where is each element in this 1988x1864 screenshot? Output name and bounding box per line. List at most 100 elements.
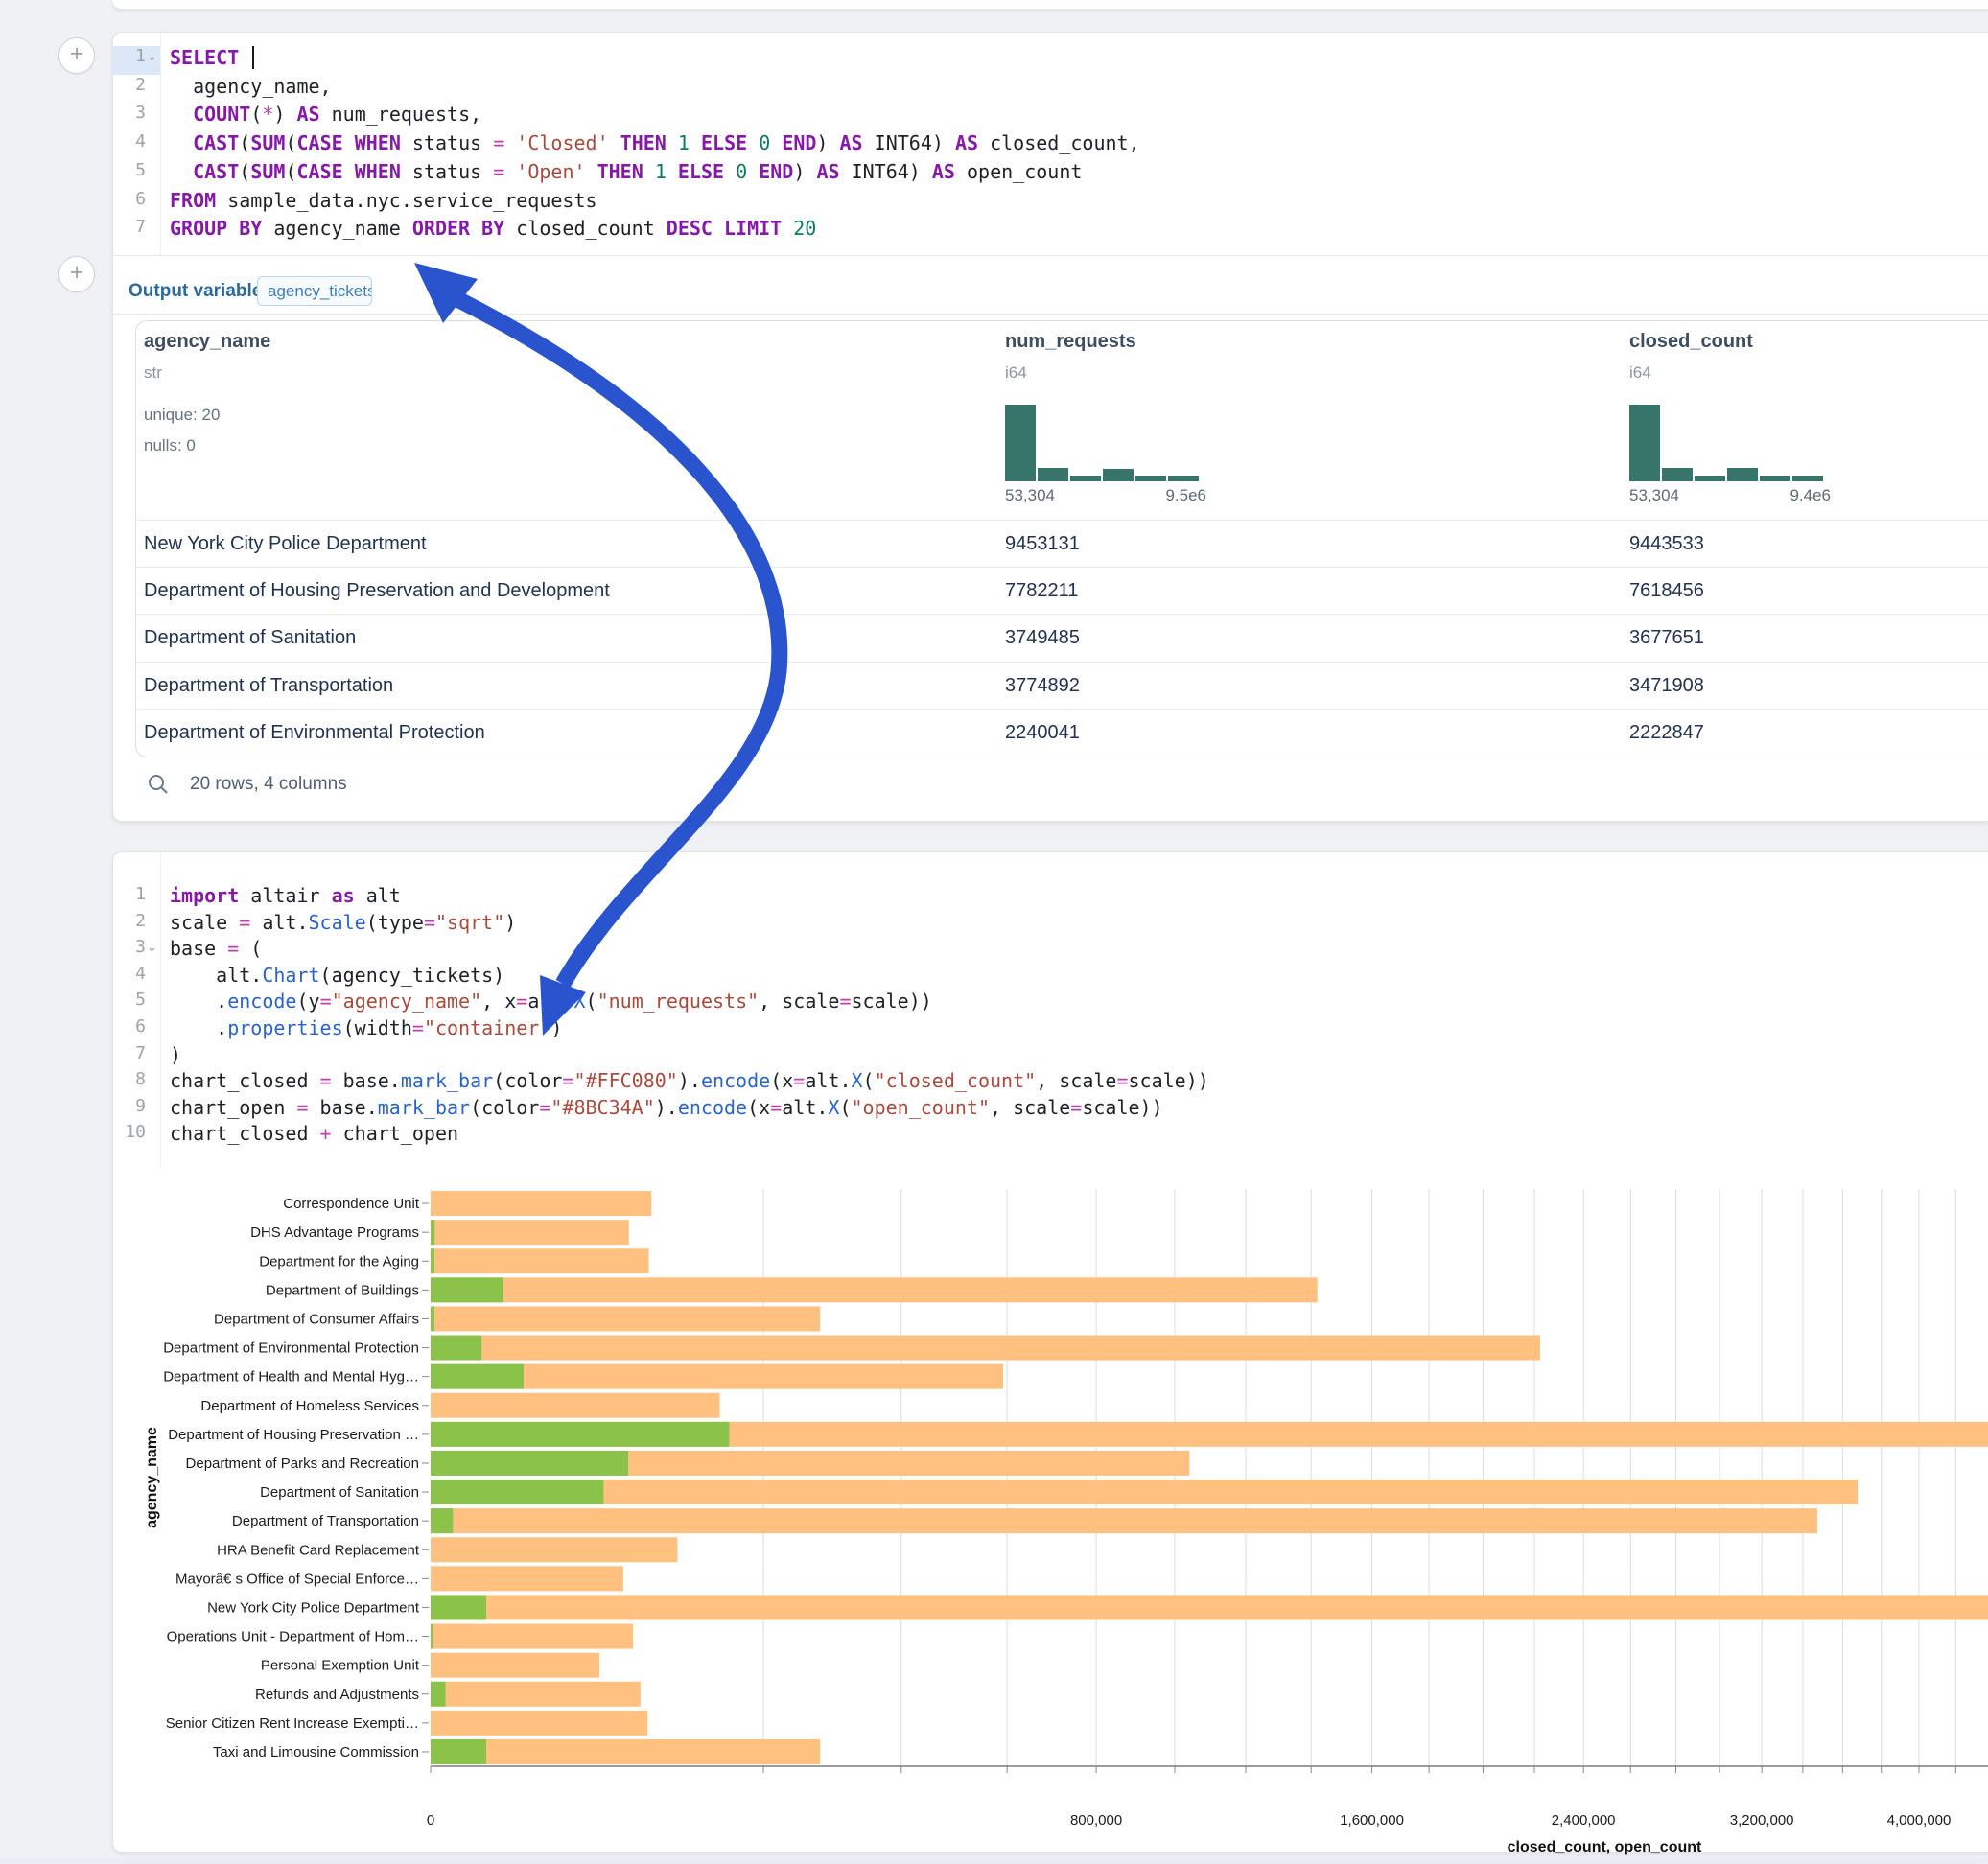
- divider: [113, 255, 1988, 256]
- code-text: ): [170, 1042, 182, 1066]
- column-histogram: [1629, 405, 1825, 481]
- histogram-bar: [1135, 476, 1166, 481]
- histogram-bar: [1070, 476, 1101, 481]
- histogram-bar: [1662, 468, 1693, 481]
- code-text: CAST(SUM(CASE WHEN status = 'Closed' THE…: [193, 131, 1140, 155]
- table-cell: 9443533: [1629, 533, 1704, 554]
- histogram-bar: [1727, 468, 1758, 481]
- code-line[interactable]: 3 ⌄ base = (: [113, 937, 1988, 964]
- column-header[interactable]: num_requests: [1005, 331, 1136, 352]
- table-cell: Department of Sanitation: [144, 627, 357, 649]
- add-cell-button-output[interactable]: +: [58, 256, 95, 292]
- line-number: 2: [135, 74, 146, 95]
- column-stat: nulls: 0: [144, 436, 196, 454]
- line-number: 7: [135, 217, 146, 238]
- output-variable-pill[interactable]: agency_tickets: [257, 276, 372, 306]
- code-text: chart_closed + chart_open: [170, 1122, 459, 1146]
- column-stat: unique: 20: [144, 406, 221, 424]
- next-cell-edge: [0, 1858, 1988, 1864]
- line-number: 4: [135, 963, 146, 984]
- code-text: chart_closed = base.mark_bar(color="#FFC…: [170, 1069, 1209, 1093]
- search-icon[interactable]: [147, 773, 170, 796]
- line-number: 3: [135, 103, 146, 124]
- code-line[interactable]: 8 chart_closed = base.mark_bar(color="#FF…: [113, 1069, 1988, 1096]
- collapse-chevron-icon[interactable]: ⌄: [147, 940, 157, 955]
- table-cell: 7618456: [1629, 580, 1704, 602]
- previous-cell-edge: [112, 0, 1988, 10]
- code-text: CAST(SUM(CASE WHEN status = 'Open' THEN …: [193, 159, 1083, 183]
- line-number: 5: [135, 159, 146, 180]
- table-cell: 2222847: [1629, 721, 1704, 743]
- line-number: 5: [135, 990, 146, 1011]
- code-line[interactable]: 5 CAST(SUM(CASE WHEN status = 'Open' THE…: [113, 160, 1988, 189]
- code-line[interactable]: 10 chart_closed + chart_open: [113, 1122, 1988, 1149]
- histogram-bar: [1792, 476, 1823, 481]
- add-cell-button-top[interactable]: +: [58, 37, 95, 74]
- histogram-bar: [1760, 476, 1790, 481]
- table-row[interactable]: Department of Environmental Protection 22…: [136, 708, 1988, 757]
- text-cursor: [252, 46, 255, 69]
- table-row[interactable]: Department of Sanitation 3749485 3677651: [136, 614, 1988, 662]
- gutter-divider: [160, 852, 161, 1169]
- histogram-bar: [1629, 405, 1660, 481]
- line-number: 1: [135, 884, 146, 904]
- column-histogram: [1005, 405, 1201, 481]
- code-line[interactable]: 4 CAST(SUM(CASE WHEN status = 'Closed' T…: [113, 131, 1988, 160]
- code-line[interactable]: 5 .encode(y="agency_name", x=alt.X("num_…: [113, 990, 1988, 1016]
- code-line[interactable]: 1 ⌄ SELECT: [113, 46, 1988, 75]
- line-number: 10: [125, 1122, 146, 1143]
- histogram-bar: [1038, 468, 1068, 481]
- code-line[interactable]: 6 .properties(width="container"): [113, 1016, 1988, 1043]
- code-text: COUNT(*) AS num_requests,: [193, 103, 482, 127]
- code-line[interactable]: 9 chart_open = base.mark_bar(color="#8BC3…: [113, 1096, 1988, 1123]
- line-number: 7: [135, 1042, 146, 1063]
- code-line[interactable]: 1 import altair as alt: [113, 884, 1988, 911]
- code-text: alt.Chart(agency_tickets): [170, 963, 505, 987]
- gutter-divider: [160, 33, 161, 255]
- divider: [113, 314, 1988, 315]
- code-text: SELECT: [170, 46, 255, 69]
- active-line-highlight: [113, 46, 160, 75]
- table-cell: Department of Housing Preservation and D…: [144, 580, 610, 602]
- table-row[interactable]: New York City Police Department 9453131 94…: [136, 520, 1988, 568]
- python-cell-card: 1 import altair as alt 2 scale = alt.Scale(…: [112, 851, 1988, 1852]
- code-line[interactable]: 6 FROM sample_data.nyc.service_requests: [113, 189, 1988, 218]
- table-row[interactable]: Department of Transportation 3774892 34719…: [136, 661, 1988, 710]
- line-number: 3: [135, 937, 146, 958]
- code-line[interactable]: 7 GROUP BY agency_name ORDER BY closed_co…: [113, 217, 1988, 245]
- code-line[interactable]: 7): [113, 1043, 1988, 1070]
- code-line[interactable]: 2 agency_name,: [113, 75, 1988, 104]
- code-text: .encode(y="agency_name", x=alt.X("num_re…: [170, 990, 932, 1014]
- line-number: 4: [135, 131, 146, 152]
- histogram-min-label: 53,304: [1005, 486, 1055, 504]
- table-row[interactable]: Department of Housing Preservation and D…: [136, 567, 1988, 615]
- code-text: scale = alt.Scale(type="sqrt"): [170, 910, 517, 934]
- histogram-max-label: 9.4e6: [1789, 486, 1831, 504]
- collapse-chevron-icon[interactable]: ⌄: [147, 49, 157, 63]
- code-text: import altair as alt: [170, 884, 401, 907]
- column-header[interactable]: closed_count: [1629, 331, 1753, 352]
- line-number: 6: [135, 188, 146, 209]
- result-table: agency_name str unique: 20 nulls: 0 num_requ…: [135, 320, 1988, 757]
- table-cell: 3749485: [1005, 627, 1080, 649]
- histogram-max-label: 9.5e6: [1165, 486, 1206, 504]
- table-cell: 3471908: [1629, 674, 1704, 696]
- line-number: 6: [135, 1016, 146, 1037]
- column-type: i64: [1629, 363, 1651, 382]
- table-cell: 3774892: [1005, 674, 1080, 696]
- code-line[interactable]: 2 scale = alt.Scale(type="sqrt"): [113, 911, 1988, 938]
- histogram-bar: [1103, 469, 1134, 481]
- code-line[interactable]: 3 COUNT(*) AS num_requests,: [113, 103, 1988, 131]
- code-line[interactable]: 4 alt.Chart(agency_tickets): [113, 964, 1988, 990]
- table-cell: 2240041: [1005, 721, 1080, 743]
- histogram-min-label: 53,304: [1629, 486, 1679, 504]
- histogram-bar: [1695, 476, 1725, 481]
- line-number: 2: [135, 910, 146, 931]
- table-cell: 3677651: [1629, 627, 1704, 649]
- column-header[interactable]: agency_name: [144, 331, 271, 352]
- table-cell: New York City Police Department: [144, 533, 427, 554]
- line-number: 8: [135, 1069, 146, 1090]
- code-text: base = (: [170, 937, 263, 961]
- column-type: i64: [1005, 363, 1027, 382]
- table-cell: 7782211: [1005, 580, 1079, 602]
